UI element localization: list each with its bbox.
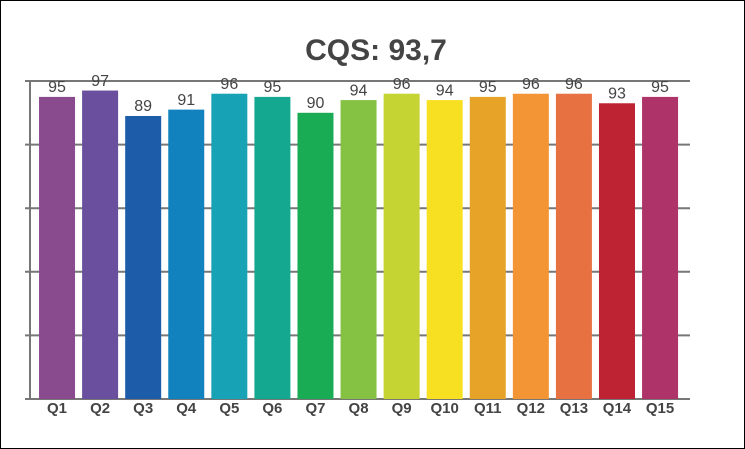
x-tick-label: Q1 (47, 400, 67, 417)
value-label: 94 (350, 82, 368, 99)
x-tick-label: Q3 (133, 400, 153, 417)
bar (340, 100, 377, 399)
x-tick-label: Q10 (431, 400, 459, 417)
bar (469, 96, 506, 400)
x-tick-label: Q4 (176, 400, 197, 417)
value-label: 97 (91, 73, 109, 90)
bar (512, 93, 549, 399)
bar (211, 93, 248, 399)
bar (168, 109, 205, 400)
bar (82, 90, 119, 399)
value-label: 91 (177, 92, 195, 109)
x-tick-label: Q6 (262, 400, 282, 417)
value-label: 95 (264, 79, 282, 96)
bar (297, 112, 334, 400)
bar (642, 96, 679, 400)
x-tick-label: Q2 (90, 400, 110, 417)
chart-title: CQS: 93,7 (305, 34, 447, 67)
value-label: 93 (608, 85, 626, 102)
bar (39, 96, 76, 400)
x-tick-label: Q9 (392, 400, 412, 417)
value-label: 94 (436, 82, 454, 99)
x-tick-label: Q7 (305, 400, 325, 417)
value-label: 95 (479, 79, 497, 96)
value-label: 96 (565, 76, 583, 93)
x-tick-label: Q15 (646, 400, 674, 417)
value-label: 96 (522, 76, 540, 93)
bar (383, 93, 420, 399)
value-label: 89 (134, 98, 152, 115)
x-tick-label: Q11 (474, 400, 502, 417)
x-tick-label: Q12 (517, 400, 545, 417)
x-tick-label: Q14 (603, 400, 632, 417)
x-tick-label: Q5 (219, 400, 239, 417)
x-tick-label: Q8 (349, 400, 369, 417)
bar (598, 103, 635, 399)
value-label: 95 (651, 79, 669, 96)
bar (555, 93, 592, 399)
bar (254, 96, 291, 400)
value-label: 96 (393, 76, 411, 93)
bar (125, 115, 162, 399)
bar (426, 100, 463, 399)
value-label: 95 (48, 79, 66, 96)
value-label: 96 (220, 76, 238, 93)
x-tick-label: Q13 (560, 400, 588, 417)
value-label: 90 (307, 95, 325, 112)
